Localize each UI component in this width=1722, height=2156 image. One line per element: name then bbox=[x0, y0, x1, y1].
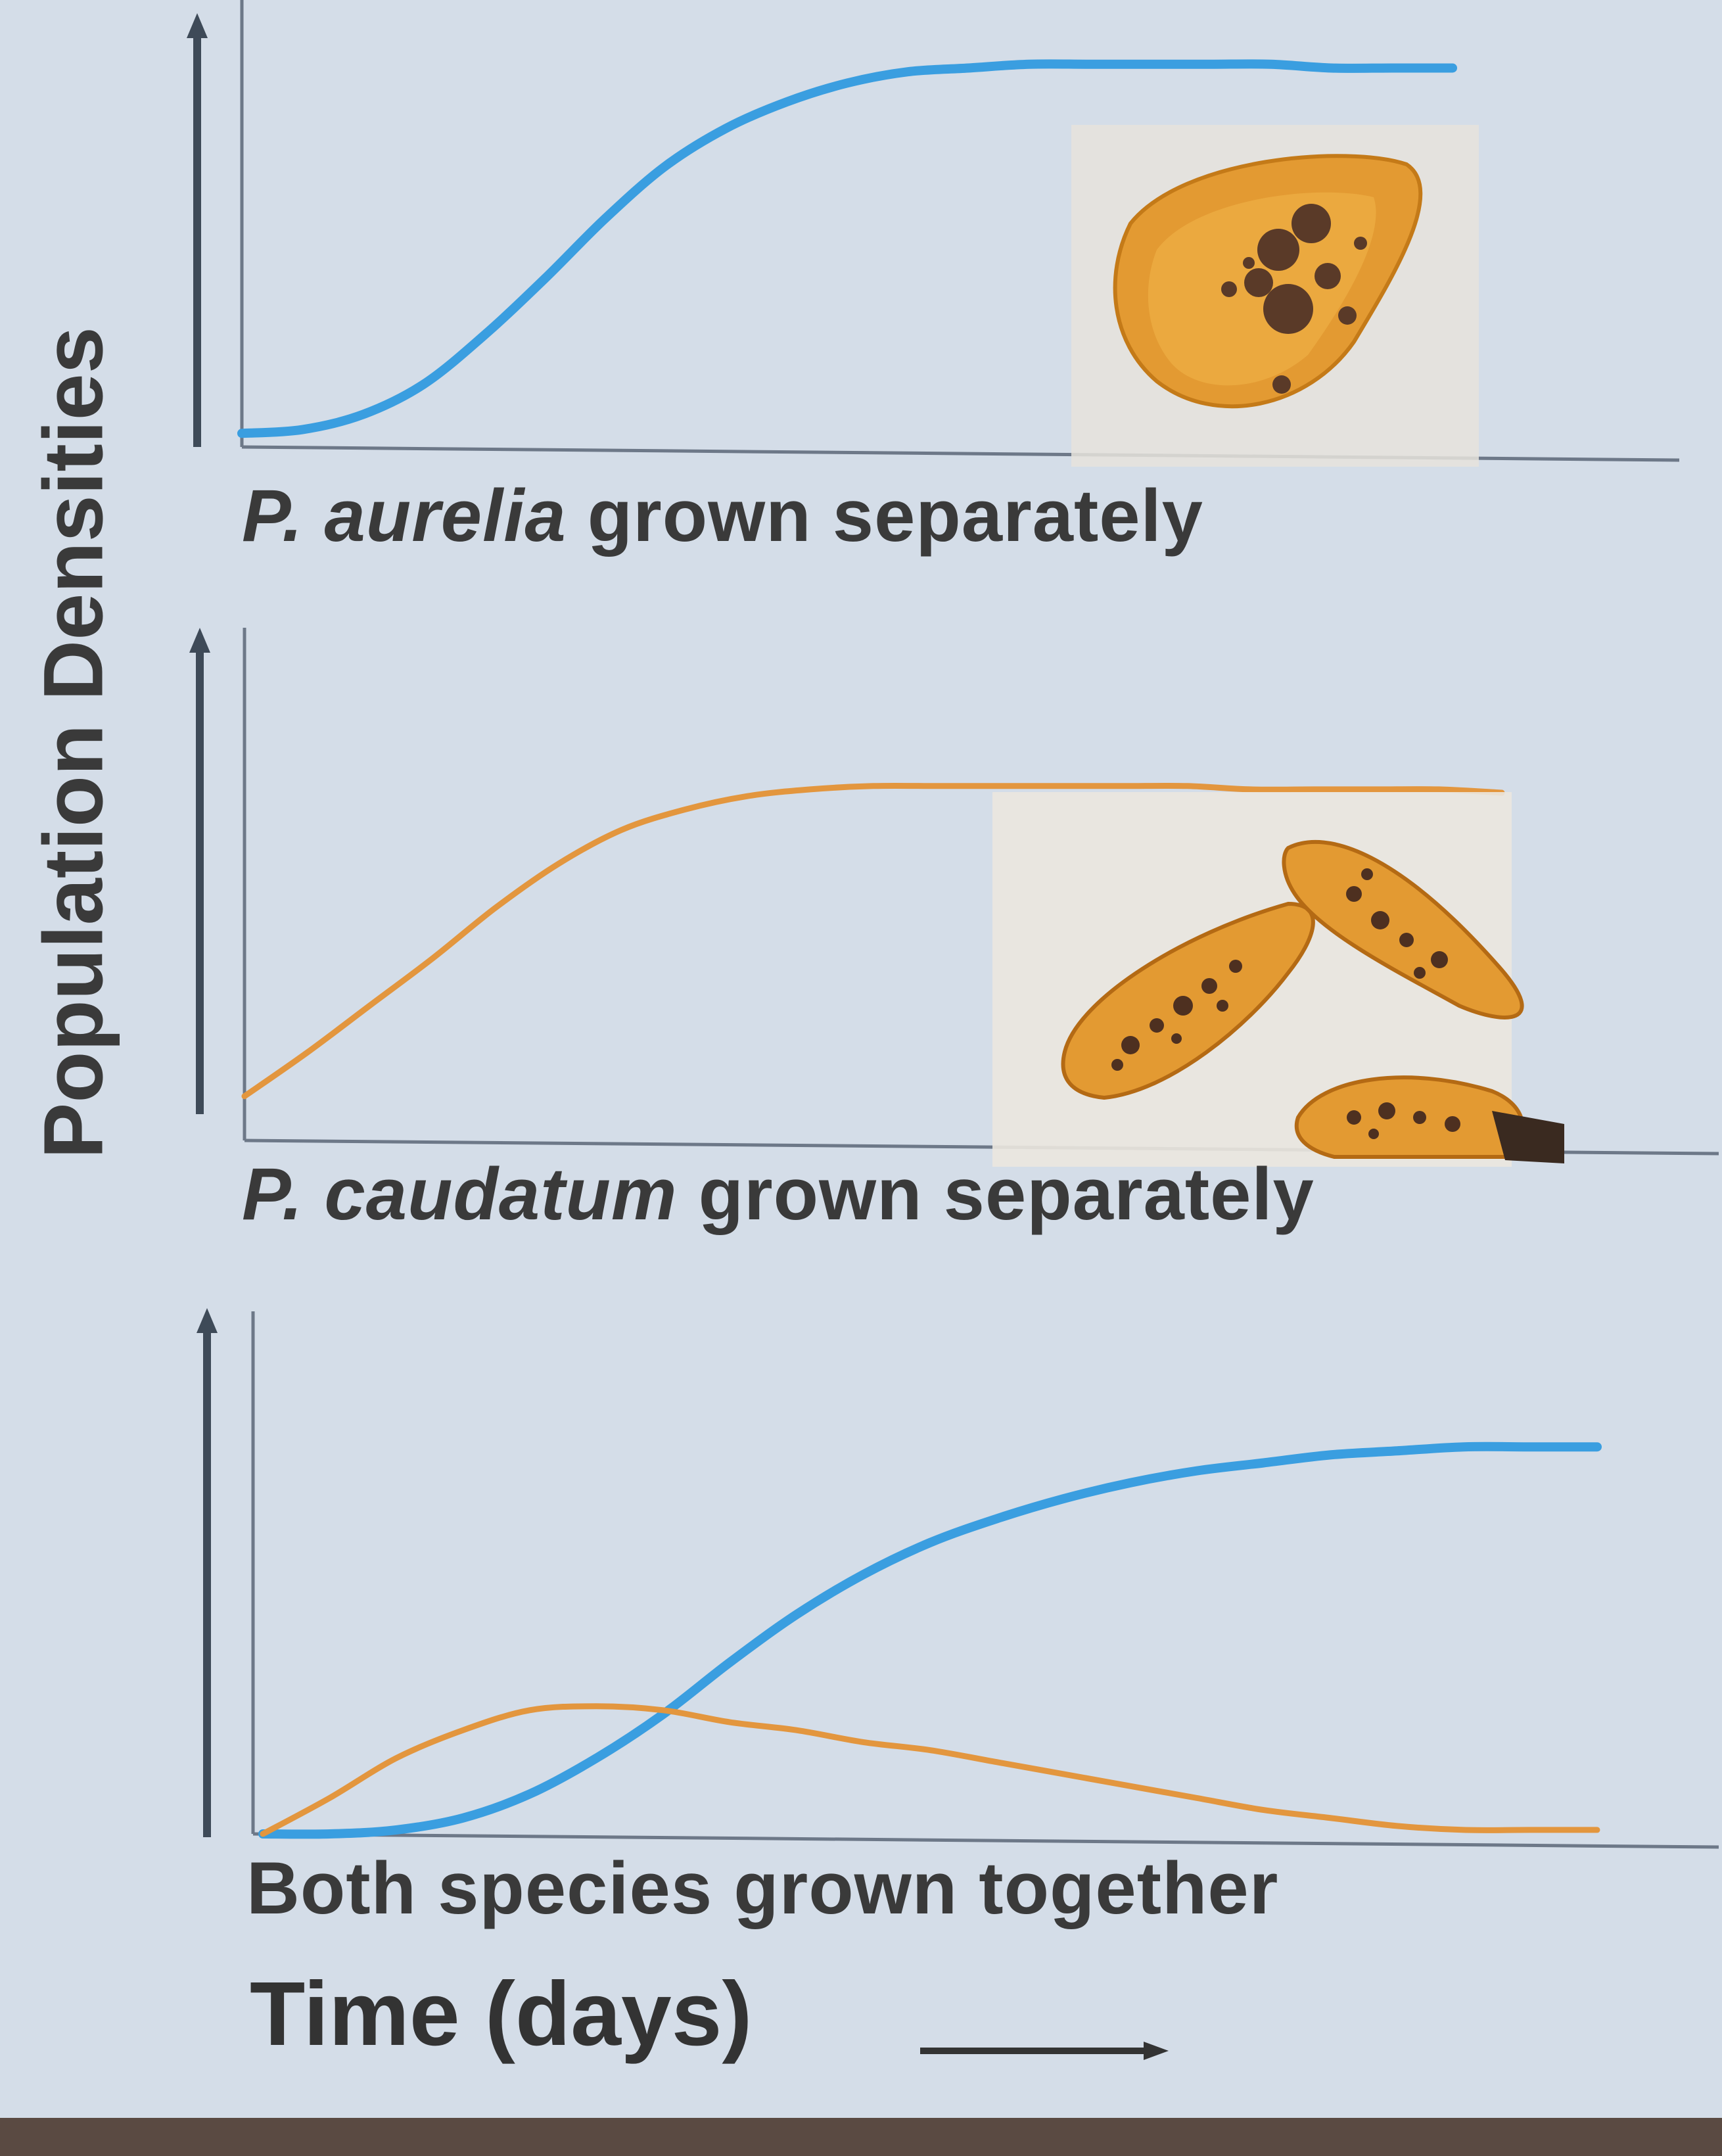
x-axis-arrow-icon bbox=[920, 2042, 1169, 2060]
y-axis-arrow-head bbox=[189, 628, 210, 653]
y-axis-arrow-head bbox=[197, 1308, 218, 1333]
series-line-3-1 bbox=[258, 1441, 1602, 1839]
bottom-strip bbox=[0, 2118, 1722, 2156]
series-line-1-1 bbox=[237, 59, 1457, 438]
series-line-3-2 bbox=[260, 1703, 1600, 1837]
panel-1-species: P. aurelia bbox=[242, 475, 567, 557]
series-line-2-1 bbox=[241, 782, 1505, 1100]
panel-1-label: P. aurelia grown separately bbox=[242, 473, 1203, 558]
panel-3 bbox=[197, 1308, 1719, 1849]
panel-3-label: Both species grown together bbox=[246, 1847, 1279, 1929]
paramecium-aurelia-image bbox=[1071, 125, 1479, 467]
y-axis-arrow-head bbox=[187, 13, 208, 38]
panel-2-species: P. caudatum bbox=[242, 1153, 678, 1235]
panel-2-label: P. caudatum grown separately bbox=[242, 1152, 1315, 1236]
panels-layer bbox=[187, 0, 1719, 1849]
panel-x-axis bbox=[252, 1832, 1719, 1849]
panel-2-label-rest: grown separately bbox=[677, 1153, 1315, 1235]
x-axis-label: Time (days) bbox=[250, 1963, 753, 2065]
panel-1-label-rest: grown separately bbox=[566, 475, 1203, 557]
paramecium-caudatum-image bbox=[992, 792, 1564, 1167]
y-axis-label: Population Densities bbox=[26, 327, 121, 1159]
